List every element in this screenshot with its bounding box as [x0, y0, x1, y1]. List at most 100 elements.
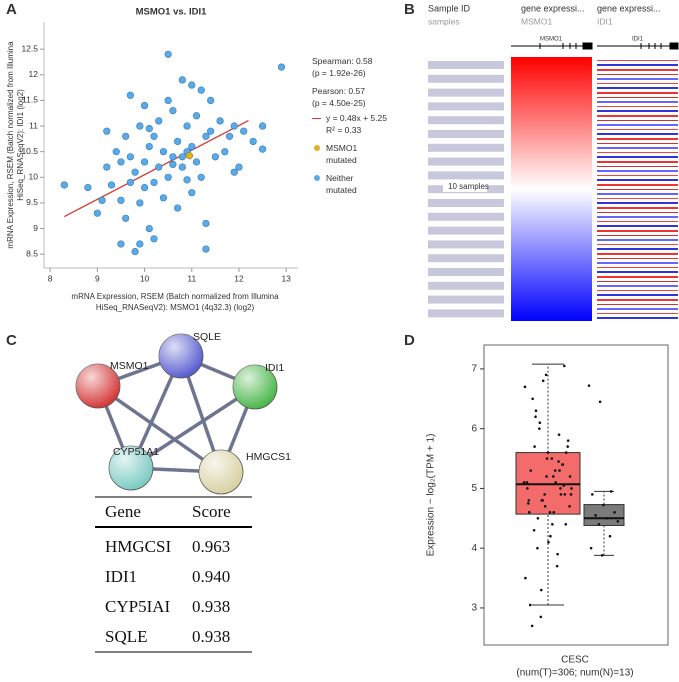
x-tick-label: 11	[187, 273, 196, 283]
data-point	[534, 409, 538, 413]
column-subheader: samples	[428, 16, 460, 26]
scatter-point	[277, 63, 286, 71]
sample-bar	[428, 157, 504, 166]
scatter-point	[145, 125, 153, 133]
table-header: Score	[192, 502, 231, 521]
data-point	[529, 469, 533, 472]
scatter-point	[240, 127, 248, 135]
data-point	[548, 511, 552, 514]
node-label: HMGCS1	[246, 451, 291, 463]
column-header: Sample ID	[428, 3, 471, 13]
data-point	[556, 552, 559, 556]
data-point	[525, 481, 529, 484]
scatter-point	[159, 194, 168, 202]
data-point	[558, 469, 561, 472]
data-point	[589, 546, 593, 550]
data-point	[557, 460, 560, 463]
data-point	[594, 514, 597, 517]
table-cell: 0.963	[192, 537, 230, 556]
table-cell: 0.940	[192, 567, 230, 586]
r2-text: R² = 0.33	[326, 125, 362, 135]
x-tick-label: 10	[140, 273, 150, 283]
y-tick-label: 7	[471, 364, 477, 375]
track-label: IDI1	[632, 37, 644, 43]
data-point	[526, 487, 529, 490]
data-point	[547, 540, 550, 544]
scatter-point	[211, 153, 219, 161]
sample-bar	[428, 295, 504, 304]
column-subheader: IDI1	[597, 16, 613, 26]
sample-bar	[428, 254, 504, 263]
sample-bar	[428, 88, 504, 97]
data-point	[527, 502, 530, 505]
scatter-point	[164, 50, 172, 58]
data-point	[555, 564, 559, 568]
y-tick-label: 8.5	[26, 248, 38, 258]
data-point	[545, 457, 549, 460]
data-point	[538, 427, 541, 430]
plot-frame	[483, 344, 669, 646]
table-cell: 0.938	[192, 597, 230, 616]
y-tick-label: 10.5	[21, 146, 38, 156]
column-subheader: MSMO1	[521, 16, 552, 26]
x-tick-label: 13	[281, 273, 291, 283]
scatter-point	[164, 96, 172, 105]
legend-label: Neither mutated	[326, 173, 357, 195]
sample-bar	[428, 212, 504, 221]
data-point	[531, 397, 534, 401]
data-point	[563, 493, 567, 496]
data-point	[559, 487, 562, 490]
sample-bar	[428, 61, 504, 69]
table-cell: IDI1	[105, 567, 137, 586]
data-point	[569, 493, 573, 496]
scatter-point	[131, 248, 139, 256]
scatter-point	[169, 107, 177, 115]
legend-item: MSMO1 mutated	[312, 142, 407, 166]
data-point	[566, 445, 569, 448]
data-point	[613, 511, 616, 514]
sample-bar	[428, 309, 504, 318]
scatter-point	[258, 145, 267, 153]
data-point	[545, 475, 548, 478]
data-point	[564, 451, 568, 454]
data-point	[551, 475, 555, 478]
sample-bar	[428, 171, 504, 180]
scatter-point	[197, 173, 205, 181]
data-point	[597, 522, 601, 526]
scatter-point	[188, 189, 196, 197]
scatter-point	[103, 163, 111, 171]
scatter-point	[202, 245, 210, 253]
data-point	[568, 505, 571, 508]
scatter-point	[103, 127, 111, 135]
y-tick-label: 9	[33, 223, 38, 233]
x-tick-label: 9	[95, 273, 100, 283]
scatter-point	[107, 181, 116, 189]
scatter-point	[207, 127, 215, 135]
data-point	[561, 463, 564, 466]
scatter-point	[188, 81, 196, 89]
scatter-point	[159, 148, 168, 156]
legend-item: y = 0.48x + 5.25	[312, 112, 407, 124]
node-label: SQLE	[193, 331, 221, 343]
y-tick-label: 5	[471, 483, 477, 494]
data-point	[524, 576, 527, 580]
legend-label: MSMO1 mutated	[326, 143, 358, 165]
data-point	[563, 364, 566, 368]
sample-bar	[428, 268, 504, 276]
x-axis-label: (num(T)=306; num(N)=13)	[516, 668, 633, 679]
legend-swatch	[314, 175, 320, 181]
scatter-point	[178, 163, 186, 171]
data-point	[554, 481, 557, 484]
y-tick-label: 9.5	[26, 197, 38, 207]
sample-bar	[428, 226, 504, 235]
data-point	[539, 588, 543, 592]
scatter-point	[188, 142, 196, 151]
scatter-point	[98, 196, 106, 204]
x-tick-label: 8	[48, 273, 53, 283]
panel-label: A	[6, 1, 17, 18]
data-point	[543, 505, 547, 508]
data-point	[605, 517, 608, 520]
y-tick-label: 6	[471, 423, 477, 434]
data-point	[533, 445, 536, 448]
scatter-point	[140, 101, 149, 110]
